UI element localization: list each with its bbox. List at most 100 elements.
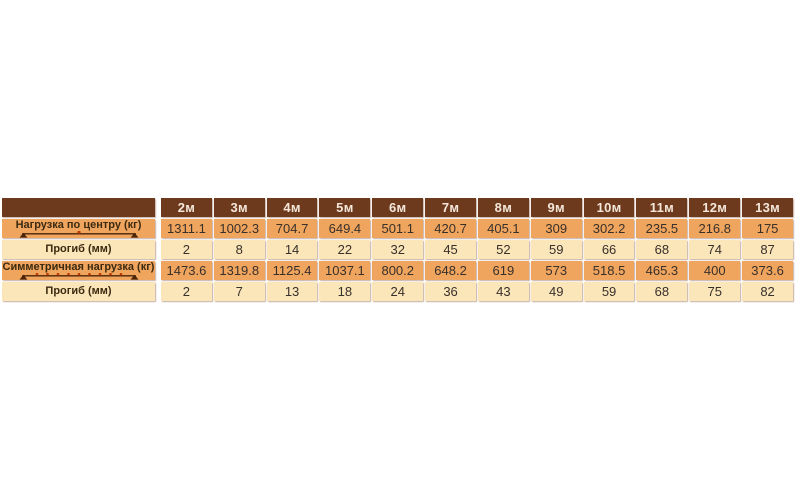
cell-value: 373.6: [751, 263, 784, 278]
column-header-label: 5м: [336, 200, 354, 215]
row-label: Симметричная нагрузка (кг): [2, 261, 155, 273]
cell-value: 82: [760, 284, 775, 299]
cell-value: 1311.1: [167, 221, 206, 236]
cell-value: 420.7: [434, 221, 467, 236]
column-header-13m: 13м: [742, 198, 793, 217]
value-cell: 1037.1: [319, 261, 371, 280]
cell-value: 400: [703, 263, 726, 278]
value-cell: 87: [742, 240, 793, 259]
row-label: Прогиб (мм): [45, 243, 112, 255]
load-capacity-table: 2м 3м 4м 5м 6м 7м 8м 9м 10м 11м 12м 13м Нагрузка по …: [2, 198, 793, 301]
value-cell: 45: [425, 240, 476, 259]
cell-value: 22: [337, 242, 353, 257]
value-cell: 175: [742, 219, 793, 238]
column-header-label: 6м: [389, 200, 407, 215]
value-cell: 2: [161, 240, 212, 259]
value-cell: 36: [425, 282, 476, 301]
value-cell: 7: [213, 282, 265, 301]
value-cell: 8: [213, 240, 265, 259]
value-cell: 75: [689, 282, 741, 301]
column-header-9m: 9м: [530, 198, 582, 217]
cell-value: 309: [545, 221, 568, 236]
cell-value: 14: [284, 242, 300, 257]
column-header-label: 3м: [230, 200, 248, 215]
value-cell: 405.1: [477, 219, 529, 238]
cell-value: 68: [654, 284, 670, 299]
cell-value: 573: [545, 263, 568, 278]
cell-value: 8: [235, 242, 243, 257]
column-header-5m: 5м: [319, 198, 371, 217]
cell-value: 1319.8: [219, 263, 260, 278]
cell-value: 7: [235, 284, 243, 299]
value-cell: 59: [583, 282, 635, 301]
column-header-label: 12м: [702, 200, 728, 215]
value-cell: 2: [161, 282, 212, 301]
value-cell: 52: [477, 240, 529, 259]
column-header-label: 13м: [755, 200, 781, 215]
cell-value: 216.8: [698, 221, 732, 236]
cell-value: 2: [182, 242, 191, 257]
value-cell: 32: [372, 240, 424, 259]
cell-value: 405.1: [487, 221, 520, 236]
cell-value: 32: [390, 242, 405, 257]
value-cell: 704.7: [266, 219, 318, 238]
row-label: Нагрузка по центру (кг): [15, 219, 142, 231]
value-cell: 302.2: [583, 219, 635, 238]
distributed-load-diagram-icon: [19, 273, 138, 280]
cell-value: 66: [601, 242, 617, 257]
cell-value: 68: [654, 242, 670, 257]
column-header-7m: 7м: [425, 198, 476, 217]
column-header-3m: 3м: [213, 198, 265, 217]
value-cell: 24: [372, 282, 424, 301]
row-label-cell: Нагрузка по центру (кг): [2, 219, 155, 238]
table-corner-cell: [2, 198, 155, 217]
cell-value: 74: [707, 242, 722, 257]
value-cell: 465.3: [636, 261, 688, 280]
value-cell: 1319.8: [213, 261, 265, 280]
value-cell: 309: [530, 219, 582, 238]
cell-value: 13: [284, 284, 300, 299]
value-cell: 59: [530, 240, 582, 259]
value-cell: 43: [477, 282, 529, 301]
row-label: Прогиб (мм): [45, 285, 112, 297]
value-cell: 14: [266, 240, 318, 259]
row-label-cell: Прогиб (мм): [2, 282, 155, 301]
cell-value: 704.7: [275, 221, 309, 236]
value-cell: 420.7: [425, 219, 476, 238]
column-header-label: 7м: [441, 200, 460, 215]
cell-value: 1125.4: [272, 263, 312, 278]
column-header-label: 4м: [283, 200, 301, 215]
column-header-label: 2м: [177, 200, 196, 215]
cell-value: 800.2: [381, 263, 415, 278]
cell-value: 619: [492, 263, 515, 278]
cell-value: 465.3: [645, 263, 679, 278]
column-header-label: 10м: [596, 200, 622, 215]
cell-value: 302.2: [592, 221, 626, 236]
value-cell: 68: [636, 282, 688, 301]
cell-value: 649.4: [328, 221, 362, 236]
value-cell: 1473.6: [161, 261, 212, 280]
value-cell: 74: [689, 240, 741, 259]
cell-value: 235.5: [645, 221, 679, 236]
row-label-cell: Прогиб (мм): [2, 240, 155, 259]
cell-value: 24: [390, 284, 405, 299]
cell-value: 59: [549, 242, 564, 257]
column-header-label: 8м: [494, 200, 513, 215]
cell-value: 1037.1: [325, 263, 365, 278]
column-header-6m: 6м: [372, 198, 424, 217]
value-cell: 501.1: [372, 219, 424, 238]
value-cell: 235.5: [636, 219, 688, 238]
value-cell: 619: [477, 261, 529, 280]
cell-value: 52: [496, 242, 511, 257]
value-cell: 49: [530, 282, 582, 301]
center-load-diagram-icon: [19, 231, 138, 238]
column-header-12m: 12м: [689, 198, 741, 217]
value-cell: 1311.1: [161, 219, 212, 238]
cell-value: 648.2: [434, 263, 467, 278]
value-cell: 373.6: [742, 261, 793, 280]
cell-value: 1002.3: [219, 221, 260, 236]
cell-value: 2: [182, 284, 191, 299]
column-header-2m: 2м: [161, 198, 212, 217]
value-cell: 649.4: [319, 219, 371, 238]
